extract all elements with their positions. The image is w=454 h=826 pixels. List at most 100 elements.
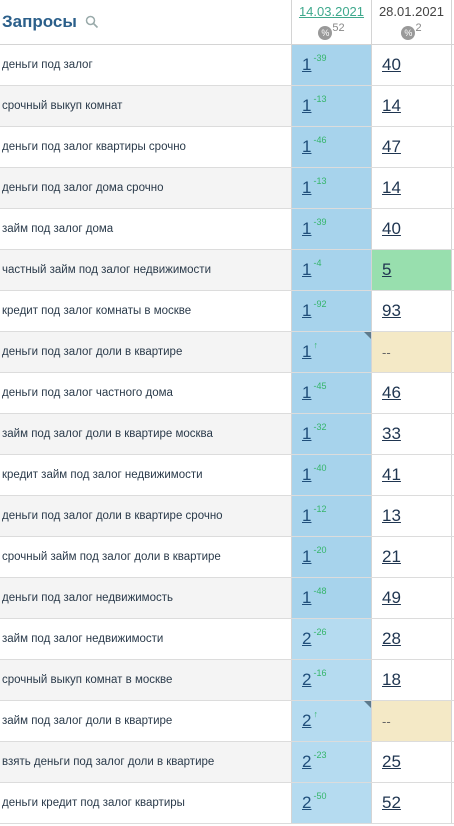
position-link[interactable]: 2 [302,752,312,771]
position-cell-current: 1 -40 [292,455,372,495]
position-link[interactable]: 1 [302,260,312,279]
position-link[interactable]: 28 [382,629,401,648]
position-link[interactable]: 1 [302,588,312,607]
position-change: -50 [313,791,327,801]
position-cell-current: 1 -32 [292,414,372,454]
position-link[interactable]: 14 [382,178,401,197]
table-row: займ под залог недвижимости 2 -26 28 [0,619,454,660]
position-change: -12 [313,504,327,514]
position-change: -32 [313,422,327,432]
position-link[interactable]: 1 [302,96,312,115]
query-cell: взять деньги под залог доли в квартире [0,742,292,782]
date-1[interactable]: 14.03.2021 [298,4,365,19]
position-link[interactable]: 1 [302,301,312,320]
position-link[interactable]: 2 [302,793,312,812]
triangle-flag-icon [364,701,371,708]
position-change: ↑ [313,340,318,350]
date-column-header-1[interactable]: 14.03.2021 % 52 [292,0,372,44]
position-link[interactable]: 33 [382,424,401,443]
position-link[interactable]: 1 [302,342,312,361]
date-2-sub: % 2 [372,22,451,40]
percent-icon[interactable]: % [401,26,416,40]
position-cell-previous: 40 [372,45,452,85]
position-cell-previous: 52 [372,783,452,823]
position-cell-current: 1 -12 [292,496,372,536]
position-link[interactable]: 21 [382,547,401,566]
query-cell: срочный займ под залог доли в квартире [0,537,292,577]
position-link[interactable]: 1 [302,178,312,197]
position-cell-previous: 49 [372,578,452,618]
query-cell: деньги под залог квартиры срочно [0,127,292,167]
position-cell-previous: -- [372,701,452,741]
position-link[interactable]: -- [382,713,391,729]
date-2[interactable]: 28.01.2021 [378,4,445,19]
position-change: -39 [313,53,327,63]
position-link[interactable]: 47 [382,137,401,156]
queries-header: Запросы [0,0,292,44]
position-cell-previous: 93 [372,291,452,331]
position-link[interactable]: 5 [382,260,392,279]
position-link[interactable]: 1 [302,465,312,484]
position-change: -46 [313,135,327,145]
query-cell: деньги под залог частного дома [0,373,292,413]
position-link[interactable]: 1 [302,547,312,566]
position-change: ↑ [313,709,318,719]
position-cell-current: 2 -50 [292,783,372,823]
position-link[interactable]: 14 [382,96,401,115]
position-cell-current: 2 -16 [292,660,372,700]
position-cell-previous: 46 [372,373,452,413]
position-cell-previous: 41 [372,455,452,495]
position-link[interactable]: 40 [382,219,401,238]
position-link[interactable]: 1 [302,506,312,525]
position-cell-current: 1 -92 [292,291,372,331]
query-cell: деньги под залог дома срочно [0,168,292,208]
position-cell-current: 1 -4 [292,250,372,290]
position-cell-current: 2 -23 [292,742,372,782]
position-link[interactable]: 2 [302,711,312,730]
position-change: -39 [313,217,327,227]
magnifier-icon[interactable] [85,15,99,29]
position-link[interactable]: 13 [382,506,401,525]
position-link[interactable]: 1 [302,383,312,402]
position-link[interactable]: 1 [302,55,312,74]
table-row: частный займ под залог недвижимости 1 -4 5 [0,250,454,291]
position-cell-current: 1 -48 [292,578,372,618]
position-link[interactable]: 52 [382,793,401,812]
table-row: деньги под залог 1 -39 40 [0,45,454,86]
position-cell-current: 1 -46 [292,127,372,167]
query-cell: займ под залог дома [0,209,292,249]
position-link[interactable]: 40 [382,55,401,74]
date-column-header-2[interactable]: 28.01.2021 % 2 [372,0,452,44]
query-cell: деньги кредит под залог квартиры [0,783,292,823]
position-cell-previous: 13 [372,496,452,536]
position-cell-previous: 14 [372,86,452,126]
position-cell-current: 1 ↑ [292,332,372,372]
query-cell: срочный выкуп комнат в москве [0,660,292,700]
position-change: -20 [313,545,327,555]
table-header: Запросы 14.03.2021 % 52 28.01.2021 % 2 [0,0,454,45]
position-link[interactable]: 2 [302,670,312,689]
position-link[interactable]: 2 [302,629,312,648]
table-row: деньги под залог доли в квартире срочно 1… [0,496,454,537]
position-link[interactable]: 1 [302,219,312,238]
position-link[interactable]: 49 [382,588,401,607]
position-cell-previous: 33 [372,414,452,454]
position-link[interactable]: 1 [302,424,312,443]
position-change: -13 [313,176,327,186]
position-link[interactable]: 93 [382,301,401,320]
position-link[interactable]: 18 [382,670,401,689]
position-link[interactable]: 1 [302,137,312,156]
position-cell-previous: -- [372,332,452,372]
position-link[interactable]: 25 [382,752,401,771]
position-change: -16 [313,668,327,678]
position-link[interactable]: 41 [382,465,401,484]
position-cell-current: 1 -13 [292,168,372,208]
position-cell-current: 1 -20 [292,537,372,577]
position-link[interactable]: 46 [382,383,401,402]
position-change: -92 [313,299,327,309]
percent-icon[interactable]: % [318,26,333,40]
position-change: -26 [313,627,327,637]
query-cell: деньги под залог доли в квартире [0,332,292,372]
position-link[interactable]: -- [382,344,391,360]
position-cell-previous: 25 [372,742,452,782]
